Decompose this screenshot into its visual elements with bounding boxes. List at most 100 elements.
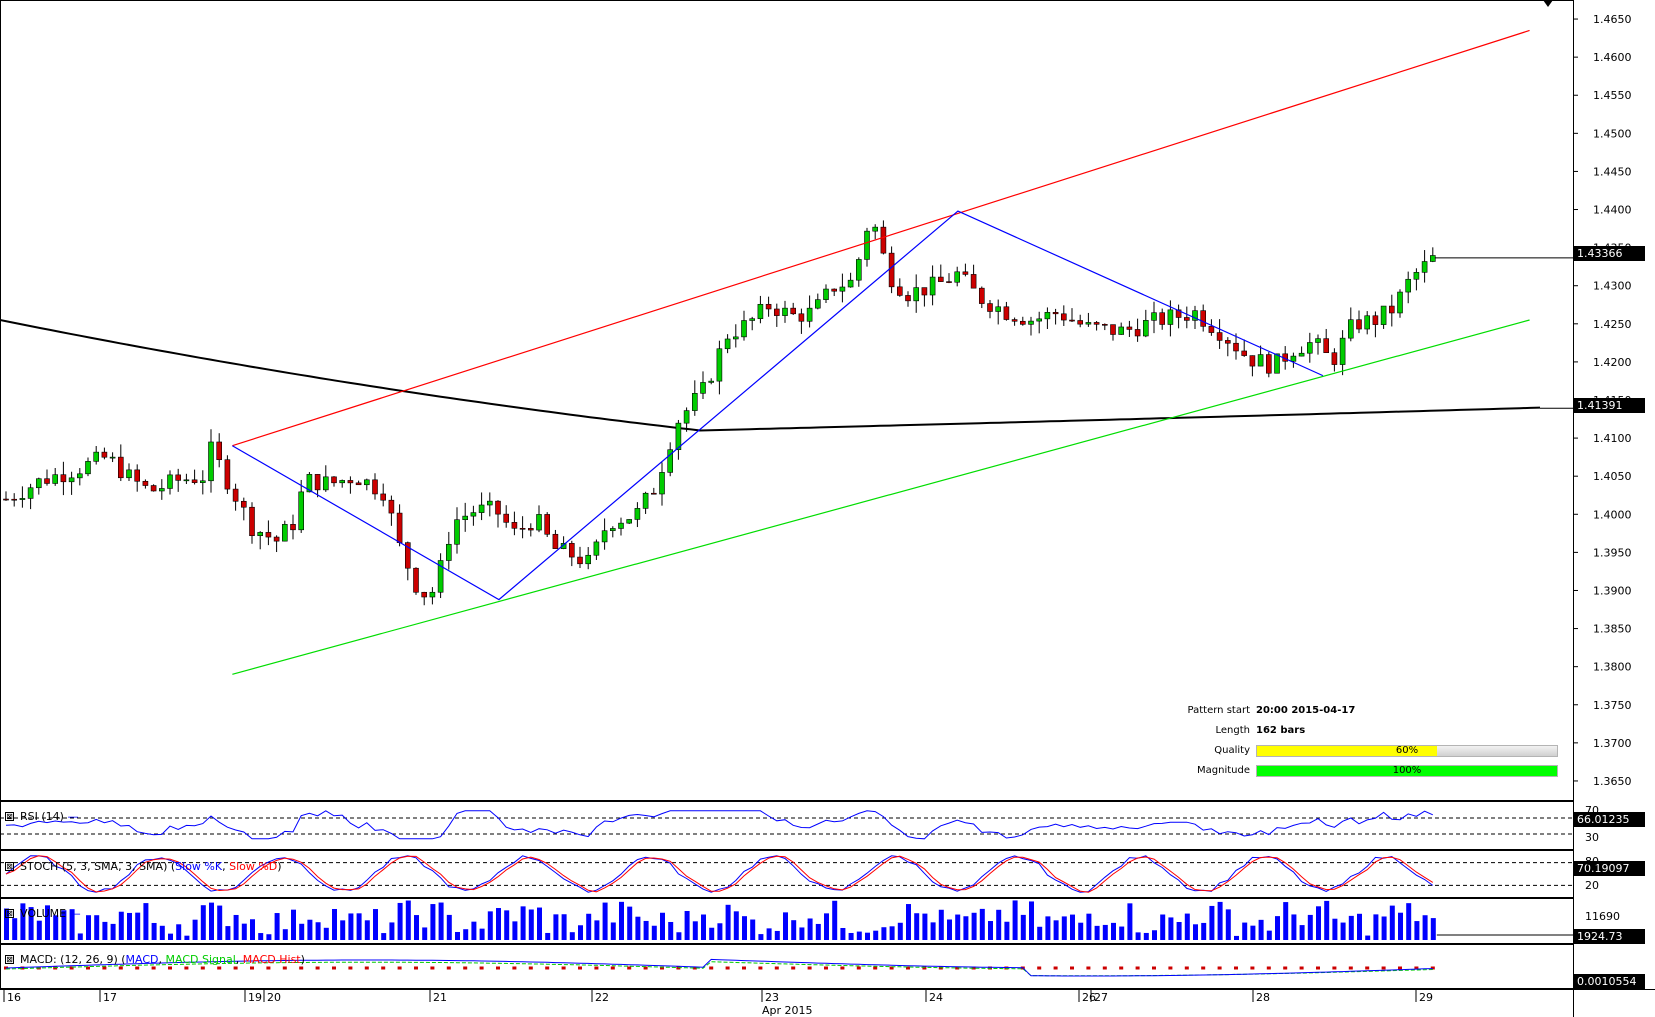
candle-body xyxy=(429,591,436,598)
sma-line xyxy=(0,319,1573,432)
candle-body xyxy=(68,477,75,483)
macd-hist-bar xyxy=(1283,966,1288,970)
candle-body xyxy=(1405,278,1411,293)
volume-bar xyxy=(586,913,592,940)
stoch-toggle-icon[interactable]: ⊠ xyxy=(5,862,14,871)
macd-hist-bar xyxy=(1430,966,1435,970)
candle-body xyxy=(1307,342,1313,354)
volume-bar xyxy=(20,903,26,940)
macd-hist-bar xyxy=(1398,966,1402,970)
volume-bar xyxy=(291,909,296,940)
candle-body xyxy=(978,287,985,304)
candle-body xyxy=(724,338,731,350)
macd-hist-bar xyxy=(1152,966,1156,970)
candle-body xyxy=(814,299,821,309)
volume-bar xyxy=(569,932,575,940)
macd-hist-bar xyxy=(1102,966,1107,970)
macd-hist-bar xyxy=(627,966,632,970)
volume-bar xyxy=(906,904,911,940)
macd-toggle-icon[interactable]: ⊠ xyxy=(5,955,14,964)
candle-body xyxy=(773,308,780,316)
volume-bar xyxy=(446,914,452,940)
volume-bar xyxy=(200,905,206,940)
volume-bar xyxy=(725,904,731,940)
quality-bar: 60% xyxy=(1256,745,1558,757)
date-tick-label: 16 xyxy=(7,991,21,1004)
candle-body xyxy=(536,514,542,531)
volume-bar xyxy=(381,933,387,940)
volume-bar xyxy=(159,925,165,940)
volume-bar xyxy=(151,922,157,940)
candle-body xyxy=(167,474,173,489)
candle-body xyxy=(1421,261,1428,273)
macd-hist-bar xyxy=(332,966,336,970)
date-tick-label: 22 xyxy=(595,991,609,1004)
candle-body xyxy=(142,480,149,486)
candle-body xyxy=(511,522,518,529)
macd-line xyxy=(5,958,1433,977)
candle-body xyxy=(1216,332,1223,341)
price-tick-label: 1.4050 xyxy=(1593,470,1632,483)
candle-body xyxy=(109,456,116,459)
candle-body xyxy=(396,512,403,543)
candle-body xyxy=(306,474,313,493)
volume-bar xyxy=(94,915,100,940)
macd-hist-bar xyxy=(463,966,468,970)
volume-bar xyxy=(373,909,378,940)
price-tick-label: 1.4600 xyxy=(1593,51,1632,64)
candle-body xyxy=(921,287,928,296)
candle-body xyxy=(1208,326,1215,333)
volume-bar xyxy=(1193,924,1198,940)
volume-bar xyxy=(414,915,419,940)
candle-body xyxy=(175,474,181,481)
price-tick-label: 1.4100 xyxy=(1593,432,1632,445)
volume-toggle-icon[interactable]: ⊠ xyxy=(5,909,14,918)
stoch-k-line xyxy=(5,855,1434,893)
quality-label: Quality xyxy=(1214,745,1250,756)
volume-bar xyxy=(553,914,559,940)
candle-body xyxy=(290,524,296,531)
volume-bar xyxy=(963,916,969,940)
macd-hist-bar xyxy=(1119,966,1124,970)
candle-body xyxy=(380,493,387,501)
macd-hist-bar xyxy=(1201,966,1206,970)
volume-bar xyxy=(856,931,862,940)
volume-bar xyxy=(1430,918,1436,940)
volume-bar xyxy=(930,922,936,940)
volume-bar xyxy=(832,900,838,940)
volume-bar xyxy=(1127,903,1133,940)
magnitude-bar: 100% xyxy=(1256,765,1558,777)
volume-bar xyxy=(282,929,288,940)
volume-bar xyxy=(266,934,272,940)
macd-label: MACD: (12, 26, 9) (MACD, MACD Signal, MA… xyxy=(20,953,305,966)
volume-bar xyxy=(250,919,255,940)
candle-body xyxy=(339,480,346,484)
rsi-toggle-icon[interactable]: ⊠ xyxy=(5,812,14,821)
volume-bar xyxy=(619,901,624,940)
volume-bar xyxy=(340,920,346,940)
volume-bar xyxy=(807,918,813,940)
candle-body xyxy=(388,499,395,514)
macd-hist-bar xyxy=(479,966,484,970)
macd-hist-bar xyxy=(250,966,254,970)
candle-body xyxy=(77,473,83,479)
candle-body xyxy=(273,536,280,542)
candle-body xyxy=(847,279,854,288)
volume-bar xyxy=(1348,915,1354,940)
candle-body xyxy=(208,441,214,482)
candle-body xyxy=(1290,355,1297,362)
candle-body xyxy=(249,506,255,537)
volume-bar xyxy=(184,935,190,940)
stoch-panel xyxy=(0,855,1573,893)
macd-hist-bar xyxy=(922,966,927,970)
volume-bar xyxy=(1111,922,1116,940)
volume-bar xyxy=(1086,913,1092,940)
volume-bar xyxy=(651,925,657,940)
volume-bar xyxy=(996,909,1002,940)
macd-hist-bar xyxy=(1348,966,1353,970)
rsi-legend-line: — xyxy=(67,810,79,823)
macd-hist-bar xyxy=(118,966,123,970)
macd-hist-bar xyxy=(20,966,25,970)
macd-hist-bar xyxy=(102,966,107,970)
